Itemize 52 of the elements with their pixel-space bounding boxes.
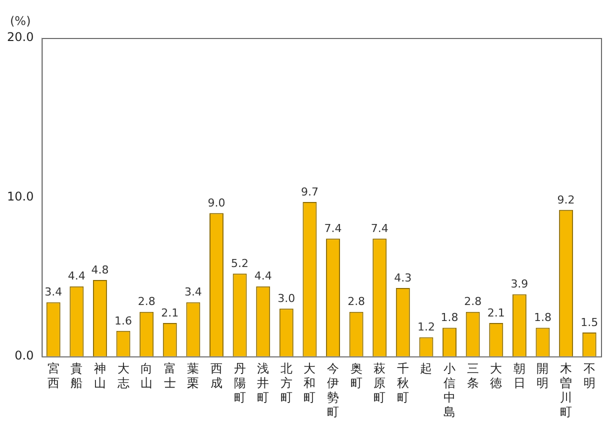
data-label: 1.5	[580, 316, 598, 329]
x-tick-label: 不明	[583, 362, 596, 390]
data-label: 4.4	[68, 270, 86, 283]
x-tick-label: 小信中島	[444, 362, 456, 419]
data-label: 4.8	[91, 263, 109, 276]
data-label: 3.4	[184, 286, 202, 299]
x-tick-label: 北方町	[280, 362, 292, 405]
x-tick-label: 三条	[466, 362, 479, 390]
x-tick-label: 奥町	[350, 362, 362, 390]
x-tick-label: 朝日	[513, 362, 526, 390]
data-label: 3.9	[510, 278, 528, 291]
x-tick-label: 大徳	[490, 362, 502, 390]
x-tick-label: 西成	[210, 362, 222, 390]
y-tick-label: 20.0	[7, 30, 34, 44]
data-label: 2.8	[348, 295, 366, 308]
data-label: 3.4	[44, 286, 62, 299]
x-tick-label: 木曽川町	[560, 362, 572, 419]
x-tick-label: 浅井町	[257, 362, 270, 405]
data-label: 3.0	[278, 292, 296, 305]
x-tick-label: 貴船	[70, 362, 83, 390]
x-tick-label: 丹陽町	[234, 362, 246, 405]
x-tick-label: 千秋町	[396, 362, 409, 405]
x-tick-label: 今伊勢町	[327, 362, 340, 419]
data-label: 9.2	[557, 193, 575, 206]
x-tick-label: 向山	[140, 362, 153, 390]
data-label: 1.8	[440, 311, 458, 324]
x-tick-label: 萩原町	[374, 362, 386, 405]
data-label: 1.8	[534, 311, 552, 324]
x-tick-label: 富士	[164, 362, 176, 390]
data-label: 7.4	[370, 222, 388, 235]
x-tick-label: 大和町	[304, 362, 316, 405]
data-label: 9.7	[300, 185, 318, 198]
data-label: 2.8	[138, 295, 156, 308]
x-tick-label: 神山	[94, 362, 106, 390]
x-tick-label: 葉栗	[187, 362, 200, 390]
x-tick-label: 開明	[536, 362, 549, 390]
data-label: 2.1	[161, 306, 179, 320]
x-tick-label: 宮西	[47, 362, 60, 390]
data-label: 4.3	[394, 271, 412, 284]
y-tick-label: 0.0	[14, 348, 34, 363]
data-label: 5.2	[231, 256, 249, 270]
data-label: 2.1	[487, 306, 505, 320]
data-label: 2.8	[464, 295, 482, 308]
y-tick-label: 10.0	[7, 189, 34, 204]
x-tick-label: 起	[420, 362, 432, 376]
data-label: 1.6	[114, 314, 132, 328]
data-label: 1.2	[417, 320, 435, 334]
data-label: 9.0	[208, 196, 226, 210]
x-tick-label: 大志	[117, 362, 130, 390]
data-label: 4.4	[254, 270, 272, 283]
y-axis-title: (%)	[10, 14, 31, 28]
data-label: 7.4	[324, 222, 342, 235]
